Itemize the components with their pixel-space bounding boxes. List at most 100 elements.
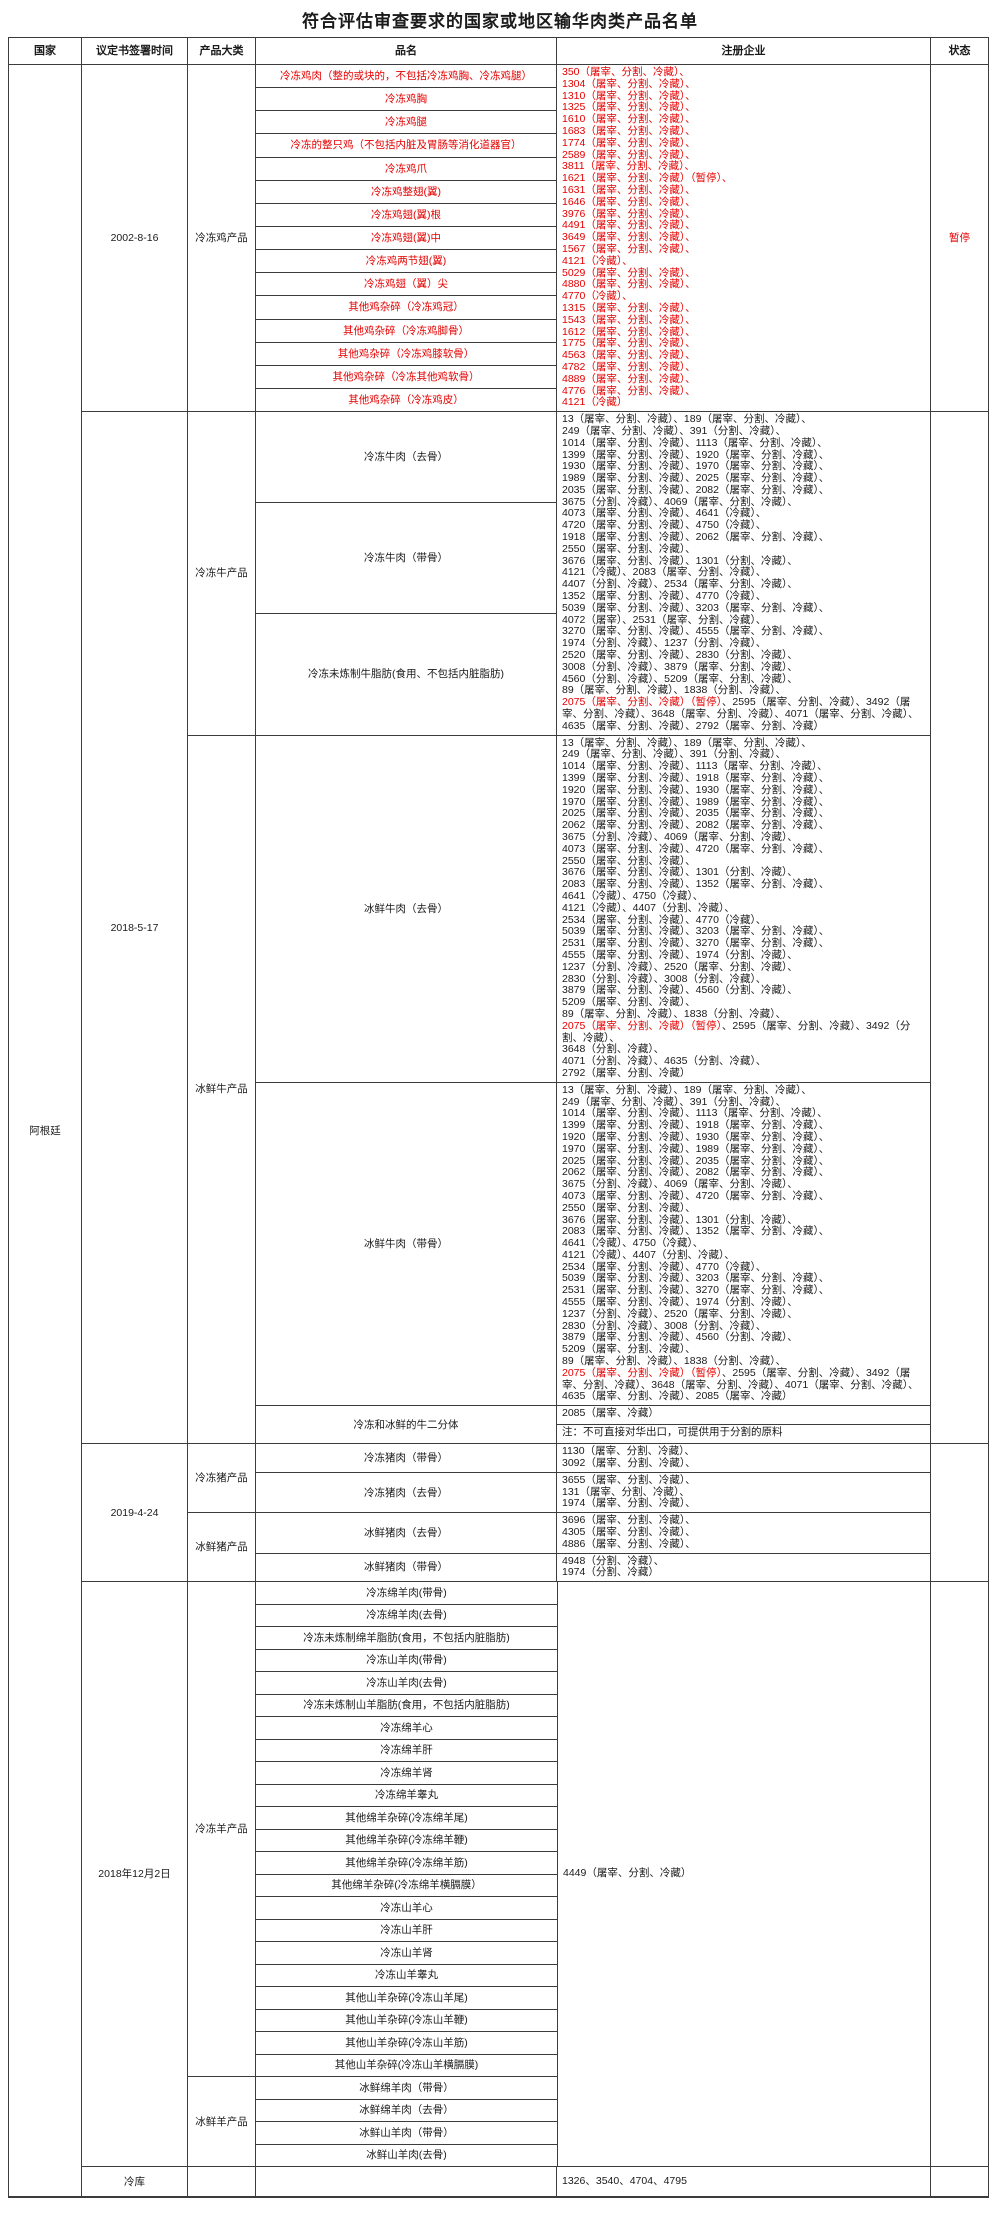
product-cell: 冰鲜猪肉（去骨） [256,1513,557,1554]
enterprise-line: 1612（屠宰、分割、冷藏）、 [562,325,696,338]
product-cell: 冷冻绵羊睾丸 [256,1784,558,1808]
product-column: 冷冻猪肉（去骨） [256,1472,557,1514]
enterprise-line: 5039（屠宰、分割、冷藏）、3203（屠宰、分割、冷藏）、 [562,925,830,938]
product-cell: 冷冻鸡肉（整的或块的，不包括冷冻鸡胸、冷冻鸡腿） [256,65,557,89]
product-cell: 其他山羊杂碎(冷冻山羊尾) [256,1987,558,2010]
product-cell: 冷冻山羊肾 [256,1942,558,1965]
enterprise-line: 2830（分割、冷藏）、3008（分割、冷藏）、 [562,972,767,985]
product-cell: 冷冻牛肉（去骨） [256,412,557,504]
enterprise-line: 1683（屠宰、分割、冷藏）、 [562,124,696,137]
product-cell: 冰鲜猪肉（带骨） [256,1553,557,1583]
enterprise-line: 3648（分割、冷藏）、 [562,1043,665,1056]
enterprise-line: 5209（屠宰、分割、冷藏）、 [562,1343,696,1356]
enterprise-line: 2534（屠宰、分割、冷藏）、4770（冷藏）、 [562,1260,767,1273]
merged-enterprise-cell: 4449（屠宰、分割、冷藏） [558,1582,931,2168]
enterprise-line: 1918（屠宰、分割、冷藏）、2062（屠宰、分割、冷藏）、 [562,531,830,544]
product-cell: 冷冻猪肉（去骨） [256,1472,557,1514]
product-cell: 冷冻鸡翅(翼)中 [256,226,557,251]
section-row: 2019-4-24 冷冻猪产品 冷冻猪肉（带骨） 1130（屠宰、分割、冷藏）、 309… [82,1444,989,1583]
enterprise-line: 4641（冷藏）、4750（冷藏）、 [562,1237,704,1250]
enterprise-line: 2075（屠宰、分割、冷藏）（暂停）、2595（屠宰、分割、冷藏）、3492（屠… [562,696,928,732]
enterprise-line: 2062（屠宰、分割、冷藏）、2082（屠宰、分割、冷藏）、 [562,819,830,832]
groups-column: 冰鲜绵羊肉（带骨） 冰鲜绵羊肉（去骨） 冰鲜山羊肉（带骨） 冰鲜山羊肉(去骨) [256,2077,558,2168]
enterprise-line: 249（屠宰、分割、冷藏）、391（分割、冷藏）、 [562,1095,787,1108]
groups-column: 冷冻牛肉（去骨） 冷冻牛肉（带骨） 冷冻未炼制牛脂肪(食用、不包括内脏脂肪) 13（屠… [256,412,931,736]
enterprise-line: 1631（屠宰、分割、冷藏）、 [562,183,696,196]
category-cell: 冷冻牛产品 [188,412,256,736]
enterprise-line: 4889（屠宰、分割、冷藏）、 [562,372,696,385]
header-product: 品名 [256,38,557,65]
product-cell: 冷冻绵羊肉(带骨) [256,1582,558,1605]
enterprise-line: 1989（屠宰、分割、冷藏）、2025（屠宰、分割、冷藏）、 [562,472,830,485]
protocol-date-cell: 2018-5-17 [82,412,188,1445]
enterprise-line: 2589（屠宰、分割、冷藏）、 [562,148,696,161]
enterprise-line: 1399（屠宰、分割、冷藏）、1918（屠宰、分割、冷藏）、 [562,1119,830,1132]
product-cell: 冷冻鸡腿 [256,111,557,135]
category-cell: 冰鲜牛产品 [188,735,256,1445]
product-cell: 冰鲜牛肉（带骨） [256,1082,557,1407]
product-cell: 其他鸡杂碎（冷冻鸡冠） [256,296,557,320]
enterprise-cell: 2085（屠宰、冷藏） [557,1406,931,1426]
enterprise-line: 3675（分割、冷藏）、4069（屠宰、分割、冷藏）、 [562,1178,798,1191]
product-cell: 冷冻未炼制山羊脂肪(食用，不包括内脏脂肪) [256,1694,558,1718]
enterprise-line: 2025（屠宰、分割、冷藏）、2035（屠宰、分割、冷藏）、 [562,807,830,820]
enterprise-line: 3811（屠宰、分割、冷藏）、 [562,160,695,173]
enterprise-line: 2531（屠宰、分割、冷藏）、3270（屠宰、分割、冷藏）、 [562,1284,830,1297]
product-column: 冷冻牛肉（去骨） 冷冻牛肉（带骨） 冷冻未炼制牛脂肪(食用、不包括内脏脂肪) [256,412,557,736]
groups-column: 冰鲜猪肉（去骨） 3696（屠宰、分割、冷藏）、 4305（屠宰、分割、冷藏）、 48… [256,1513,931,1583]
table-header-row: 国家 议定书签署时间 产品大类 品名 注册企业 状态 [9,38,989,65]
enterprise-line: 4880（屠宰、分割、冷藏）、 [562,278,696,291]
enterprise-line: 2035（屠宰、分割、冷藏）、2082（屠宰、分割、冷藏）、 [562,483,830,496]
product-column: 冷冻猪肉（带骨） [256,1444,557,1473]
product-cell: 冷冻鸡胸 [256,88,557,112]
table-body: 阿根廷 2002-8-16 冷冻鸡产品 冷冻鸡肉（整的或块的，不包括冷冻鸡胸、冷冻鸡… [9,65,989,2198]
enterprise-line: 4720（屠宰、分割、冷藏）、4750（冷藏）、 [562,519,767,532]
cold-storage-empty-status [931,2167,989,2198]
product-cell: 冷冻鸡爪 [256,157,557,181]
enterprise-line: 1621（屠宰、分割、冷藏）（暂停）、 [562,172,733,185]
status-cell: 暂停 [931,65,989,413]
product-cell: 其他绵羊杂碎(冷冻绵羊鞭) [256,1829,558,1853]
enterprise-line: 2062（屠宰、分割、冷藏）、2082（屠宰、分割、冷藏）、 [562,1166,830,1179]
enterprise-line: 2830（分割、冷藏）、3008（分割、冷藏）、 [562,1319,767,1332]
enterprise-line: 1014（屠宰、分割、冷藏）、1113（屠宰、分割、冷藏）、 [562,436,828,449]
enterprise-line: 3696（屠宰、分割、冷藏）、 [562,1514,696,1527]
enterprise-line: 4555（屠宰、分割、冷藏）、1974（分割、冷藏）、 [562,948,798,961]
product-cell: 冰鲜绵羊肉（带骨） [256,2077,558,2100]
product-cell: 冷冻山羊心 [256,1897,558,1920]
enterprise-line: 3879（屠宰、分割、冷藏）、4560（分割、冷藏）、 [562,1331,798,1344]
enterprise-cell: 13（屠宰、分割、冷藏）、189（屠宰、分割、冷藏）、 249（屠宰、分割、冷藏）… [557,412,931,736]
product-cell: 冷冻和冰鲜的牛二分体 [256,1406,557,1445]
enterprise-line: 1325（屠宰、分割、冷藏）、 [562,101,696,114]
section-row: 2018-5-17 冷冻牛产品 冷冻牛肉（去骨） 冷冻牛肉（带骨） 冷冻未炼制牛脂肪(食… [82,412,989,1445]
cold-storage-label-cell: 冷库 [82,2167,188,2198]
product-cell: 其他山羊杂碎(冷冻山羊筋) [256,2032,558,2055]
product-group-row: 冰鲜猪肉（去骨） 3696（屠宰、分割、冷藏）、 4305（屠宰、分割、冷藏）、 48… [256,1513,931,1554]
enterprise-cell: 350（屠宰、分割、冷藏）、 1304（屠宰、分割、冷藏）、 1310（屠宰、分割、… [557,65,931,413]
header-enterprise: 注册企业 [557,38,931,65]
product-cell: 其他鸡杂碎（冷冻鸡脚骨） [256,319,557,343]
status-cell [931,412,989,1445]
product-cell: 冷冻山羊肝 [256,1919,558,1943]
enterprise-line: 2085（屠宰、冷藏） [562,1407,659,1420]
enterprise-stack: 2085（屠宰、冷藏） 注：不可直接对华出口，可提供用于分割的原料 [557,1406,931,1445]
category-row: 冷冻鸡产品 冷冻鸡肉（整的或块的，不包括冷冻鸡胸、冷冻鸡腿） 冷冻鸡胸 冷冻鸡腿 冷冻的… [188,65,931,413]
enterprise-line: 131（屠宰、分割、冷藏）、 [562,1485,690,1498]
status-cell [931,1444,989,1583]
enterprise-line: 4886（屠宰、分割、冷藏）、 [562,1537,696,1550]
enterprise-line: 4449（屠宰、分割、冷藏） [563,1867,692,1880]
enterprise-line: 3008（分割、冷藏）、3879（屠宰、分割、冷藏）、 [562,660,798,673]
enterprise-line: 13（屠宰、分割、冷藏）、189（屠宰、分割、冷藏）、 [562,413,812,426]
enterprise-line: 1974（分割、冷藏）、1237（分割、冷藏）、 [562,637,767,650]
product-cell: 冷冻绵羊肉(去骨) [256,1604,558,1628]
product-cell: 冷冻绵羊肾 [256,1762,558,1785]
product-cell: 冷冻的整只鸡（不包括内脏及胃肠等消化道器官） [256,134,557,158]
header-date: 议定书签署时间 [82,38,188,65]
enterprise-line: 3270（屠宰、分割、冷藏）、4555（屠宰、分割、冷藏）、 [562,625,830,638]
country-cell: 阿根廷 [9,65,82,2198]
enterprise-line: 1646（屠宰、分割、冷藏）、 [562,195,696,208]
groups-column: 冷冻鸡肉（整的或块的，不包括冷冻鸡胸、冷冻鸡腿） 冷冻鸡胸 冷冻鸡腿 冷冻的整只鸡（不… [256,65,931,413]
product-group-row: 冰鲜牛肉（带骨） 13（屠宰、分割、冷藏）、189（屠宰、分割、冷藏）、 249（屠… [256,1082,931,1407]
page-title: 符合评估审查要求的国家或地区输华肉类产品名单 [302,12,698,31]
